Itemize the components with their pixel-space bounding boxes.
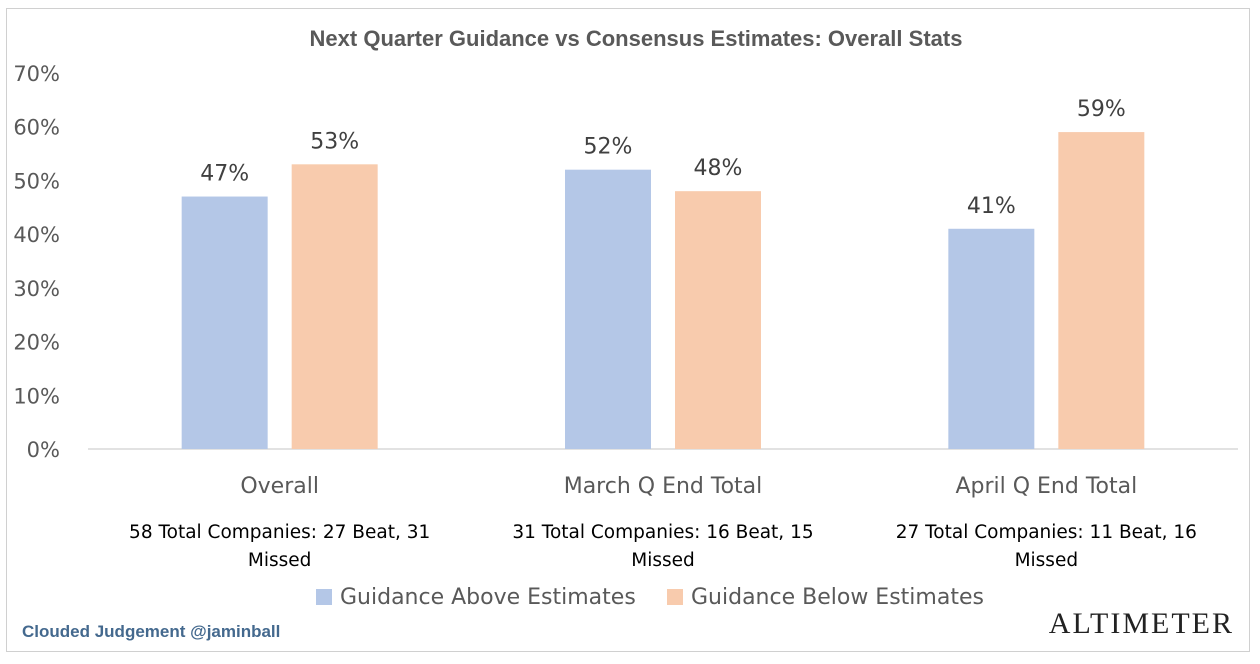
y-tick-label: 20% — [13, 331, 60, 355]
data-label: 52% — [584, 135, 633, 160]
x-axis-categories: Overall 58 Total Companies: 27 Beat, 31 Mi… — [129, 474, 1197, 571]
y-tick-label: 0% — [27, 438, 60, 462]
legend: Guidance Above Estimates Guidance Below E… — [316, 585, 984, 610]
bar-below — [675, 191, 761, 449]
y-tick-label: 40% — [13, 223, 60, 247]
category-note: 31 Total Companies: 16 Beat, 15 — [512, 522, 813, 543]
altimeter-logo: ALTIMETER — [1049, 607, 1234, 640]
legend-label: Guidance Below Estimates — [691, 585, 984, 610]
data-label: 41% — [967, 194, 1016, 219]
legend-swatch-above — [316, 589, 332, 605]
bar-below — [291, 164, 378, 450]
x-tick-label: April Q End Total — [955, 474, 1137, 499]
category-note: Missed — [248, 550, 312, 571]
category-note: 27 Total Companies: 11 Beat, 16 — [896, 522, 1197, 543]
bar-above — [181, 196, 268, 449]
y-tick-label: 10% — [13, 384, 60, 408]
category-note: Missed — [1015, 550, 1079, 571]
bars: 47% 53% 52% 48% 41% 59% — [181, 97, 1145, 450]
y-axis: 0% 10% 20% 30% 40% 50% 60% 70% — [13, 62, 60, 462]
y-tick-label: 30% — [13, 277, 60, 301]
y-tick-label: 60% — [13, 116, 60, 140]
bar-below — [1058, 132, 1145, 450]
y-tick-label: 50% — [13, 169, 60, 193]
chart-title: Next Quarter Guidance vs Consensus Estim… — [310, 26, 963, 51]
category-note: 58 Total Companies: 27 Beat, 31 — [129, 522, 430, 543]
legend-label: Guidance Above Estimates — [340, 585, 636, 610]
bar-above — [565, 169, 651, 449]
x-tick-label: Overall — [240, 474, 319, 499]
legend-swatch-below — [667, 589, 683, 605]
data-label: 53% — [310, 129, 359, 154]
y-tick-label: 70% — [13, 62, 60, 86]
data-label: 59% — [1077, 97, 1126, 122]
category-note: Missed — [631, 550, 695, 571]
data-label: 48% — [694, 156, 743, 181]
credit-text: Clouded Judgement @jaminball — [22, 622, 280, 641]
data-label: 47% — [200, 162, 249, 187]
bar-above — [948, 228, 1035, 449]
x-tick-label: March Q End Total — [564, 474, 763, 499]
